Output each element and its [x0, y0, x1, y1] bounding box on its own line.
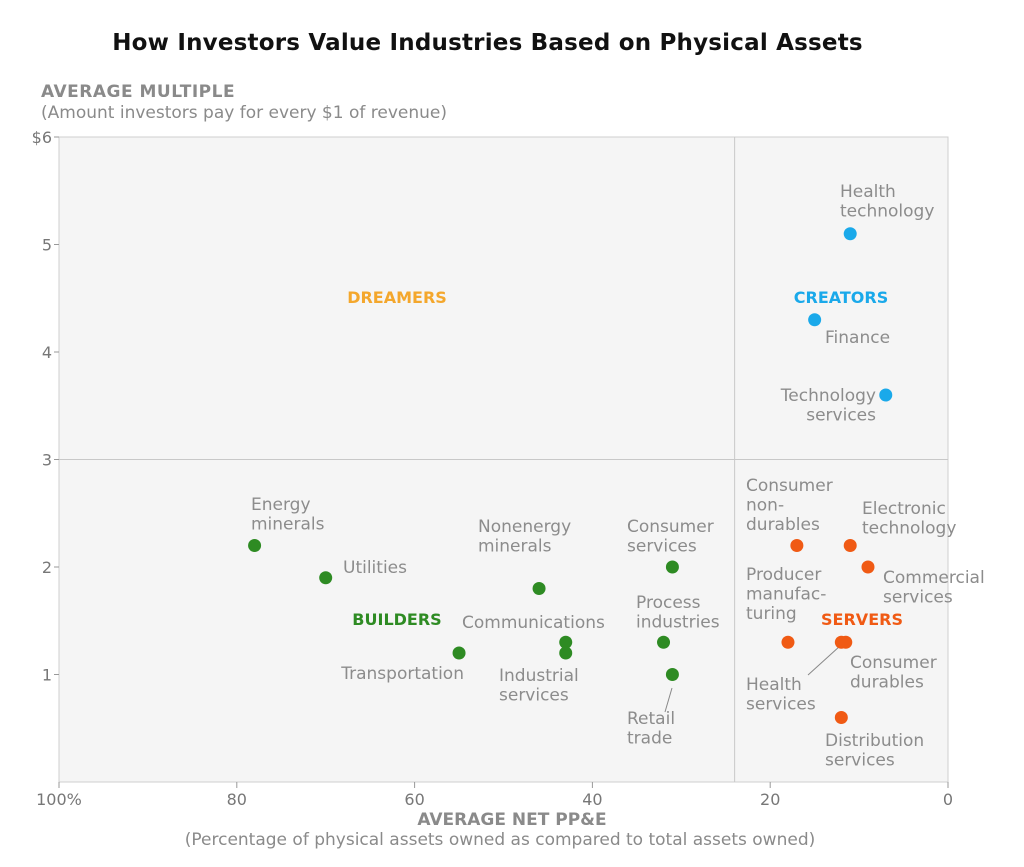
point-commercial-services — [861, 560, 875, 574]
y-tick-label: 4 — [42, 343, 52, 362]
point-label-consumer-durables: Consumer durables — [850, 653, 937, 693]
point-label-health-services: Health services — [746, 675, 816, 715]
leader-line-health-services — [807, 645, 841, 676]
quadrant-label-dreamers: DREAMERS — [347, 288, 447, 307]
point-finance — [808, 313, 822, 327]
x-tick-label: 100% — [36, 790, 82, 809]
point-nonenergy-minerals — [532, 582, 546, 595]
point-producer-manufacturing — [781, 635, 795, 649]
point-consumer-services — [665, 560, 679, 574]
point-label-communications: Communications — [462, 613, 605, 633]
quadrant-label-creators: CREATORS — [794, 288, 889, 307]
x-tick-label: 20 — [760, 790, 780, 809]
point-health-services — [834, 635, 848, 649]
chart-title: How Investors Value Industries Based on … — [112, 30, 863, 56]
point-transportation — [452, 646, 466, 660]
point-health-technology — [843, 227, 857, 241]
point-label-process-industries: Process industries — [636, 593, 720, 633]
point-industrial-services — [559, 646, 573, 660]
point-label-health-technology: Health technology — [840, 182, 934, 222]
y-tick-label: 3 — [42, 451, 52, 470]
y-tick-label: 1 — [42, 666, 52, 685]
quadrant-label-builders: BUILDERS — [352, 610, 441, 629]
point-label-consumer-services: Consumer services — [627, 517, 714, 557]
leader-line-retail-trade — [664, 687, 673, 713]
point-communications — [559, 635, 573, 649]
x-tick-label: 40 — [582, 790, 602, 809]
y-tick-label: $6 — [32, 128, 52, 147]
point-label-finance: Finance — [825, 328, 890, 348]
x-tick-label: 60 — [404, 790, 424, 809]
x-tick-label: 0 — [943, 790, 953, 809]
y-tick-label: 5 — [42, 236, 52, 255]
point-label-electronic-technology: Electronic technology — [862, 499, 956, 539]
x-axis-subtitle: (Percentage of physical assets owned as … — [184, 830, 816, 850]
point-utilities — [319, 571, 333, 585]
point-label-energy-minerals: Energy minerals — [251, 495, 325, 535]
point-label-transportation: Transportation — [340, 664, 464, 684]
x-axis-title: AVERAGE NET PP&E — [417, 810, 607, 830]
point-process-industries — [657, 635, 671, 649]
point-retail-trade — [665, 668, 679, 681]
point-consumer-non-durables — [790, 539, 804, 552]
y-axis-subtitle: (Amount investors pay for every $1 of re… — [41, 103, 447, 123]
point-energy-minerals — [248, 539, 262, 552]
point-label-nonenergy-minerals: Nonenergy minerals — [478, 517, 571, 557]
point-electronic-technology — [843, 539, 857, 552]
point-technology-services — [879, 388, 893, 402]
point-label-consumer-non-durables: Consumer non-durables — [746, 476, 833, 535]
point-label-utilities: Utilities — [343, 558, 407, 578]
point-label-technology-services: Technology services — [780, 386, 876, 426]
point-distribution-services — [834, 711, 848, 724]
y-tick-label: 2 — [42, 558, 52, 577]
x-tick-label: 80 — [227, 790, 247, 809]
quadrant-label-servers: SERVERS — [821, 610, 903, 629]
point-label-industrial-services: Industrial services — [499, 666, 579, 706]
point-label-commercial-services: Commercial services — [883, 568, 985, 608]
y-axis-title: AVERAGE MULTIPLE — [41, 82, 236, 102]
point-label-retail-trade: Retail trade — [627, 709, 675, 749]
point-label-producer-manufacturing: Producer manufac-turing — [746, 565, 826, 624]
point-label-distribution-services: Distribution services — [825, 731, 924, 771]
